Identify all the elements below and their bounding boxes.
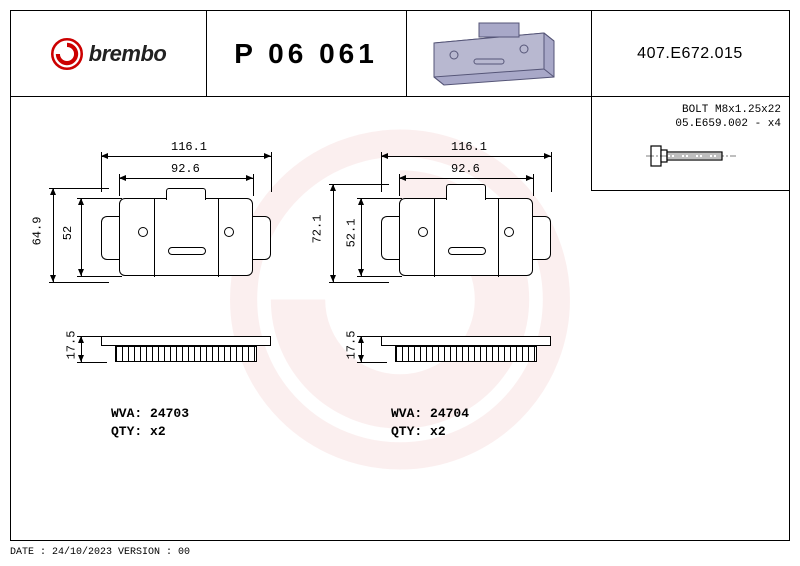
pad-right-face (399, 198, 533, 276)
wva-value: 24703 (150, 406, 189, 421)
wva-row-left: WVA: 24703 (111, 406, 189, 421)
qty-value: x2 (150, 424, 166, 439)
part-number: P 06 061 (234, 38, 378, 70)
wva-row-right: WVA: 24704 (391, 406, 469, 421)
dim-inner-width-line (119, 178, 253, 179)
dim-thickness: 17.5 (64, 331, 78, 360)
qty-label: QTY: (111, 424, 142, 439)
dim-overall-width-r: 116.1 (451, 140, 487, 154)
dim-overall-height-line (53, 188, 54, 282)
drawings-area: 116.1 92.6 (11, 96, 789, 540)
brembo-logo: brembo (51, 38, 167, 70)
qty-label: QTY: (391, 424, 422, 439)
secondary-code-cell: 407.E672.015 (591, 11, 789, 96)
thumbnail-cell (406, 11, 591, 96)
pad-left-side (101, 336, 271, 366)
secondary-code: 407.E672.015 (637, 45, 743, 63)
dim-inner-width-r: 92.6 (451, 162, 480, 176)
wva-label: WVA: (111, 406, 142, 421)
date-version: DATE : 24/10/2023 VERSION : 00 (10, 547, 190, 558)
dim-overall-width: 116.1 (171, 140, 207, 154)
brembo-logo-icon (51, 38, 83, 70)
dim-overall-width-line (101, 156, 271, 157)
brand-name: brembo (89, 41, 167, 67)
dim-inner-height: 52 (61, 226, 75, 240)
dim-inner-height-r: 52.1 (344, 219, 358, 248)
drawing-frame: brembo P 06 061 (10, 10, 790, 541)
pad-right-side (381, 336, 551, 366)
dim-overall-height: 64.9 (30, 217, 44, 246)
drawing-sheet: brembo P 06 061 (0, 0, 800, 566)
dim-thickness-line (81, 336, 82, 362)
part-number-cell: P 06 061 (206, 11, 406, 96)
dim-overall-height-r: 72.1 (310, 215, 324, 244)
qty-row-right: QTY: x2 (391, 424, 446, 439)
wva-value: 24704 (430, 406, 469, 421)
dim-inner-height-line (81, 198, 82, 276)
pad-3d-thumbnail (419, 19, 579, 89)
dim-thickness-r: 17.5 (344, 331, 358, 360)
dim-inner-width: 92.6 (171, 162, 200, 176)
logo-cell: brembo (11, 11, 206, 96)
pad-left-face (119, 198, 253, 276)
qty-row-left: QTY: x2 (111, 424, 166, 439)
qty-value: x2 (430, 424, 446, 439)
wva-label: WVA: (391, 406, 422, 421)
